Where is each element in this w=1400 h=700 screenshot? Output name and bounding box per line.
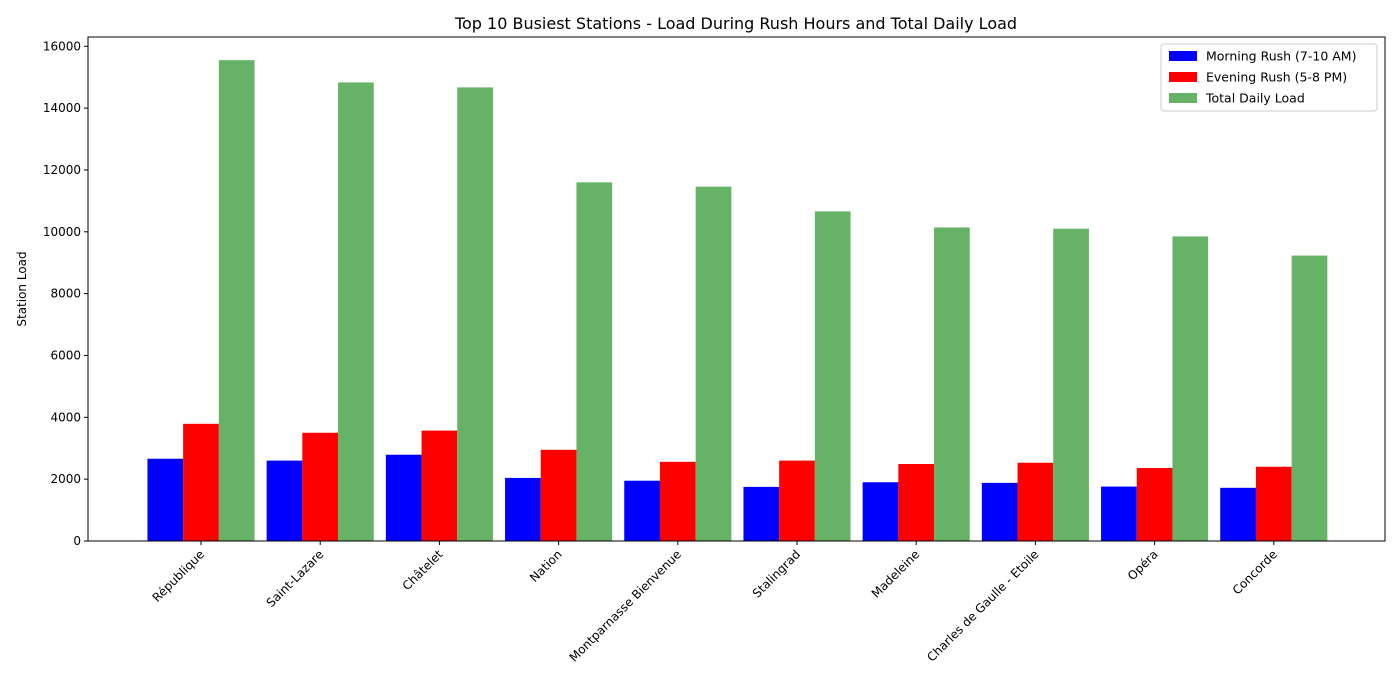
bar-morning-8 xyxy=(1101,486,1137,541)
plot-frame xyxy=(87,36,1386,542)
y-axis-label: Station Load xyxy=(15,251,29,326)
bar-morning-3 xyxy=(505,477,541,541)
y-tick-label: 8000 xyxy=(50,287,81,301)
bar-total-5 xyxy=(814,211,851,541)
bar-total-7 xyxy=(1053,228,1089,541)
bar-morning-6 xyxy=(862,482,899,541)
x-tick-label: Montparnasse Bienvenue xyxy=(567,547,684,664)
bar-morning-2 xyxy=(385,454,422,541)
bar-total-9 xyxy=(1291,255,1328,542)
bar-evening-5 xyxy=(779,460,815,541)
y-tick-label: 4000 xyxy=(50,410,81,424)
y-tick-label: 6000 xyxy=(50,348,81,362)
x-tick-label: Charles de Gaulle - Etoile xyxy=(924,547,1041,664)
bar-total-0 xyxy=(218,60,255,541)
x-axis: République Saint-Lazare Châtelet Nation Mont… xyxy=(150,541,1280,665)
bar-total-4 xyxy=(695,186,732,541)
bar-evening-0 xyxy=(183,423,219,541)
bar-evening-1 xyxy=(302,432,339,541)
bar-morning-7 xyxy=(981,482,1018,541)
bar-evening-8 xyxy=(1136,468,1173,541)
bar-evening-3 xyxy=(540,449,577,541)
legend-label: Morning Rush (7-10 AM) xyxy=(1206,49,1356,64)
legend-label: Evening Rush (5-8 PM) xyxy=(1206,70,1347,85)
legend: Morning Rush (7-10 AM) Evening Rush (5-8 … xyxy=(1160,43,1378,112)
legend-swatch xyxy=(1169,51,1197,61)
bar-evening-2 xyxy=(421,430,458,541)
legend-box xyxy=(1160,43,1378,112)
y-tick-label: 2000 xyxy=(50,472,81,486)
y-tick-label: 16000 xyxy=(43,39,81,53)
legend-label: Total Daily Load xyxy=(1205,91,1305,106)
y-tick-label: 10000 xyxy=(43,225,81,239)
bar-total-6 xyxy=(934,227,970,541)
bar-morning-9 xyxy=(1220,487,1256,541)
bar-morning-0 xyxy=(147,458,184,541)
bar-total-3 xyxy=(576,182,613,541)
x-tick-label: République xyxy=(150,547,207,604)
bar-evening-6 xyxy=(898,464,935,541)
bar-evening-4 xyxy=(659,461,696,541)
bar-morning-1 xyxy=(266,460,303,541)
y-tick-label: 12000 xyxy=(43,163,81,177)
x-tick-label: Opéra xyxy=(1125,547,1161,583)
x-tick-label: Madeleine xyxy=(869,547,923,601)
legend-swatch xyxy=(1169,72,1197,82)
y-tick-label: 0 xyxy=(73,534,81,548)
bar-evening-7 xyxy=(1017,462,1054,541)
bar-total-2 xyxy=(457,87,493,542)
y-axis: 0 2000 4000 6000 8000 10000 12000 14000 16000 xyxy=(43,39,88,548)
bars-group xyxy=(147,60,1328,542)
y-tick-label: 14000 xyxy=(43,101,81,115)
bar-morning-5 xyxy=(743,486,780,541)
x-tick-label: Saint-Lazare xyxy=(264,547,327,610)
bar-total-8 xyxy=(1172,236,1209,541)
x-tick-label: Concorde xyxy=(1230,547,1280,597)
legend-swatch xyxy=(1169,93,1197,103)
x-tick-label: Châtelet xyxy=(400,547,446,593)
bar-morning-4 xyxy=(624,480,660,541)
x-tick-label: Nation xyxy=(527,547,565,585)
bar-evening-9 xyxy=(1255,466,1292,541)
x-tick-label: Stalingrad xyxy=(750,547,803,600)
chart-title: Top 10 Busiest Stations - Load During Ru… xyxy=(454,14,1017,33)
bar-total-1 xyxy=(338,82,374,541)
